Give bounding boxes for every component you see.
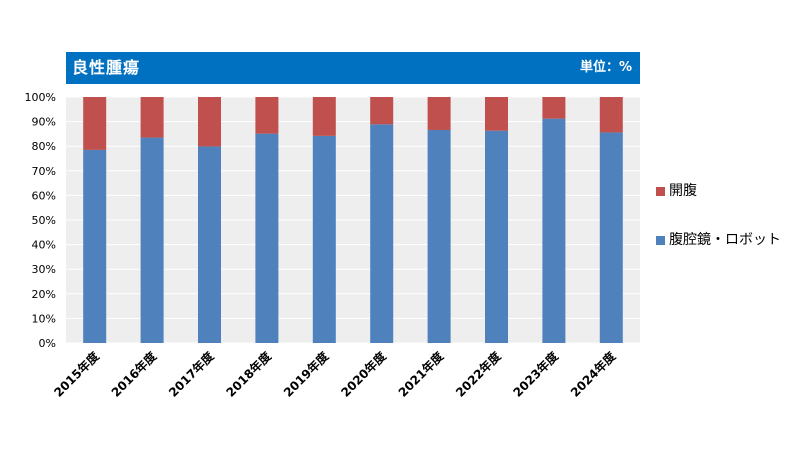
bar-segment-open	[427, 97, 451, 130]
y-tick-label: 10%	[32, 312, 56, 325]
x-tick-label: 2019年度	[280, 348, 332, 400]
bar-segment-laparoscopic	[542, 118, 566, 343]
bar-segment-laparoscopic	[370, 124, 394, 343]
bar-segment-laparoscopic	[140, 137, 164, 343]
bar-segment-laparoscopic	[312, 135, 336, 343]
x-tick-label: 2020年度	[338, 348, 390, 400]
legend-item: 腹腔鏡・ロボット	[656, 229, 781, 249]
y-tick-label: 50%	[32, 214, 56, 227]
legend-swatch	[656, 186, 665, 196]
y-tick-label: 0%	[39, 337, 56, 350]
y-tick-label: 100%	[25, 91, 56, 104]
legend-item: 開腹	[656, 180, 697, 200]
bar-segment-open	[312, 97, 336, 136]
legend-label: 開腹	[669, 183, 697, 199]
legend-swatch	[656, 235, 665, 245]
legend-label: 腹腔鏡・ロボット	[669, 232, 781, 248]
y-tick-label: 30%	[32, 263, 56, 276]
y-tick-label: 40%	[32, 239, 56, 252]
bar-segment-open	[198, 97, 221, 147]
bar-segment-open	[255, 97, 279, 134]
y-tick-label: 60%	[32, 189, 56, 202]
x-tick-label: 2017年度	[165, 348, 217, 400]
chart-title-bar: 良性腫瘍 単位：%	[66, 52, 640, 84]
bar-segment-laparoscopic	[599, 132, 623, 343]
y-tick-label: 80%	[32, 140, 56, 153]
y-tick-label: 90%	[32, 116, 56, 129]
bar-segment-open	[599, 97, 623, 133]
y-tick-label: 20%	[32, 288, 56, 301]
x-tick-label: 2016年度	[108, 348, 160, 400]
x-tick-label: 2022年度	[452, 348, 504, 400]
bar-segment-laparoscopic	[485, 130, 508, 343]
bar-segment-laparoscopic	[198, 146, 221, 343]
x-tick-label: 2023年度	[510, 348, 562, 400]
bar-segment-open	[83, 97, 107, 150]
x-tick-label: 2024年度	[567, 348, 619, 400]
unit-label: 単位：%	[579, 60, 632, 75]
bar-segment-laparoscopic	[255, 133, 279, 343]
y-tick-label: 70%	[32, 165, 56, 178]
bar-segment-laparoscopic	[83, 149, 107, 343]
x-tick-label: 2021年度	[395, 348, 447, 400]
x-tick-label: 2015年度	[51, 348, 103, 400]
bar-segment-open	[140, 97, 164, 138]
chart-title: 良性腫瘍	[72, 58, 141, 77]
bar-segment-laparoscopic	[427, 129, 451, 343]
x-tick-label: 2018年度	[223, 348, 275, 400]
bar-segment-open	[485, 97, 508, 131]
bar-segment-open	[542, 97, 566, 119]
bar-segment-open	[370, 97, 394, 125]
